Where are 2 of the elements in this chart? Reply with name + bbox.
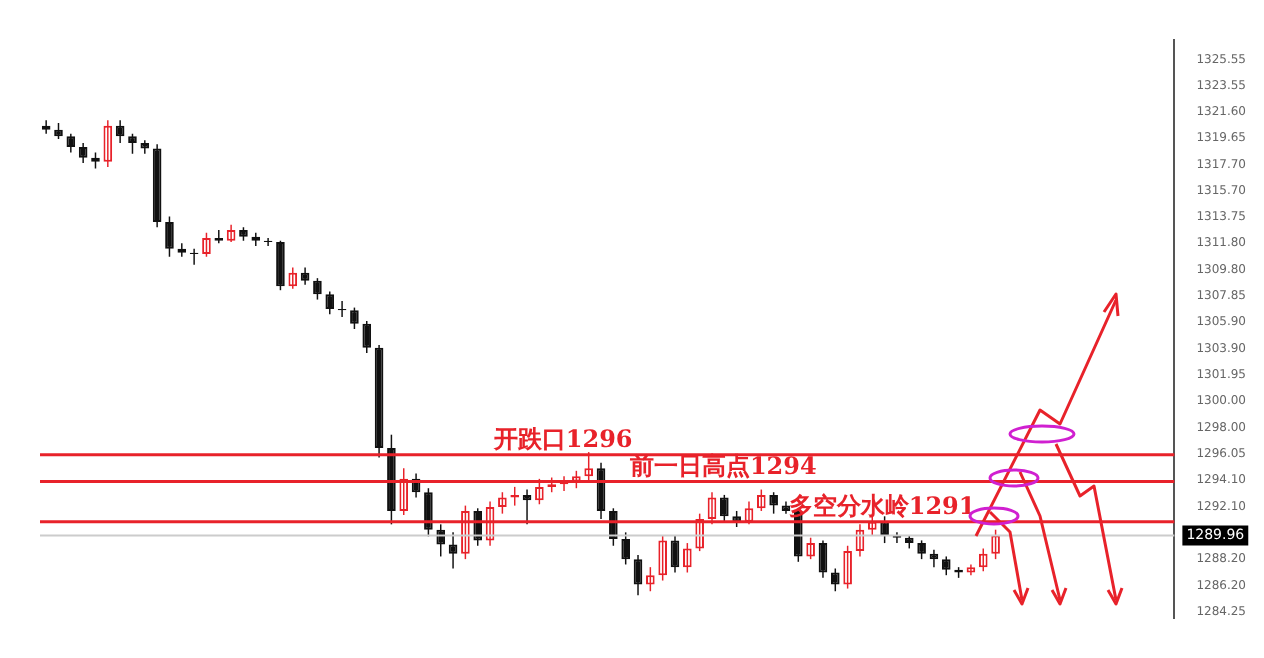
ref-line-label: 开跌口1296	[491, 425, 633, 454]
ref-line-label: 多空分水岭1291	[788, 491, 976, 520]
